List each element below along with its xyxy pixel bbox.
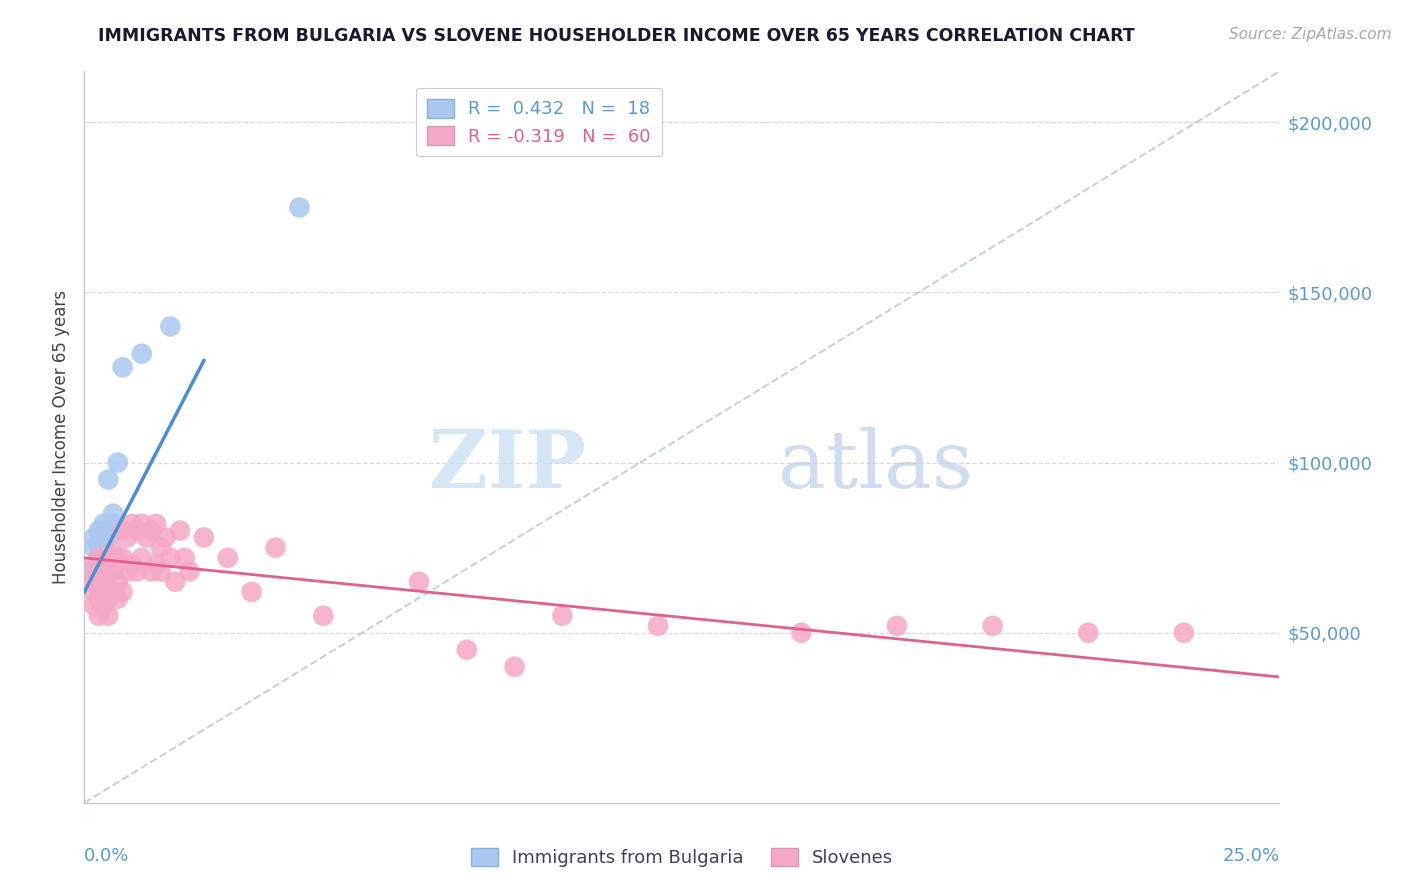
Point: [101, 565, 124, 579]
Point: [83, 599, 105, 613]
Point: [141, 524, 163, 538]
Point: [93, 544, 115, 558]
Point: [87, 608, 110, 623]
Point: [117, 531, 139, 545]
Point: [264, 541, 287, 555]
Point: [981, 619, 1004, 633]
Point: [173, 550, 195, 565]
Point: [83, 585, 105, 599]
Point: [456, 642, 478, 657]
Point: [141, 565, 163, 579]
Point: [179, 565, 201, 579]
Point: [408, 574, 430, 589]
Point: [312, 608, 335, 623]
Point: [551, 608, 574, 623]
Point: [83, 541, 105, 555]
Point: [97, 473, 120, 487]
Point: [97, 608, 120, 623]
Point: [87, 550, 110, 565]
Point: [107, 591, 129, 606]
Point: [107, 574, 129, 589]
Point: [97, 567, 120, 582]
Point: [193, 531, 215, 545]
Legend: Immigrants from Bulgaria, Slovenes: Immigrants from Bulgaria, Slovenes: [464, 840, 900, 874]
Point: [131, 516, 153, 531]
Point: [97, 550, 120, 565]
Y-axis label: Householder Income Over 65 years: Householder Income Over 65 years: [52, 290, 70, 584]
Point: [93, 599, 115, 613]
Point: [135, 531, 157, 545]
Point: [107, 456, 129, 470]
Point: [101, 544, 124, 558]
Point: [1077, 625, 1099, 640]
Point: [101, 585, 124, 599]
Point: [159, 550, 181, 565]
Point: [97, 531, 120, 545]
Point: [145, 558, 167, 572]
Point: [93, 524, 115, 538]
Text: IMMIGRANTS FROM BULGARIA VS SLOVENE HOUSEHOLDER INCOME OVER 65 YEARS CORRELATION: IMMIGRANTS FROM BULGARIA VS SLOVENE HOUS…: [98, 27, 1135, 45]
Point: [93, 582, 115, 596]
Point: [93, 516, 115, 531]
Point: [131, 347, 153, 361]
Point: [87, 524, 110, 538]
Point: [125, 565, 148, 579]
Point: [101, 507, 124, 521]
Point: [131, 550, 153, 565]
Point: [288, 201, 311, 215]
Point: [93, 558, 115, 572]
Point: [121, 516, 143, 531]
Point: [111, 550, 134, 565]
Point: [149, 541, 172, 555]
Text: atlas: atlas: [778, 427, 973, 506]
Point: [145, 516, 167, 531]
Point: [111, 524, 134, 538]
Point: [647, 619, 669, 633]
Point: [159, 319, 181, 334]
Point: [87, 591, 110, 606]
Point: [503, 659, 526, 673]
Point: [149, 565, 172, 579]
Point: [1173, 625, 1195, 640]
Point: [121, 558, 143, 572]
Point: [886, 619, 908, 633]
Point: [77, 574, 100, 589]
Point: [101, 516, 124, 531]
Point: [87, 550, 110, 565]
Point: [155, 531, 177, 545]
Text: 25.0%: 25.0%: [1222, 847, 1279, 864]
Point: [125, 524, 148, 538]
Point: [83, 558, 105, 572]
Point: [117, 565, 139, 579]
Point: [165, 574, 187, 589]
Point: [111, 360, 134, 375]
Point: [87, 574, 110, 589]
Point: [107, 550, 129, 565]
Point: [217, 550, 239, 565]
Point: [83, 531, 105, 545]
Text: 0.0%: 0.0%: [84, 847, 129, 864]
Point: [77, 565, 100, 579]
Text: Source: ZipAtlas.com: Source: ZipAtlas.com: [1229, 27, 1392, 42]
Point: [790, 625, 813, 640]
Point: [87, 537, 110, 551]
Point: [240, 585, 263, 599]
Text: ZIP: ZIP: [429, 427, 586, 506]
Point: [97, 591, 120, 606]
Point: [111, 585, 134, 599]
Point: [169, 524, 191, 538]
